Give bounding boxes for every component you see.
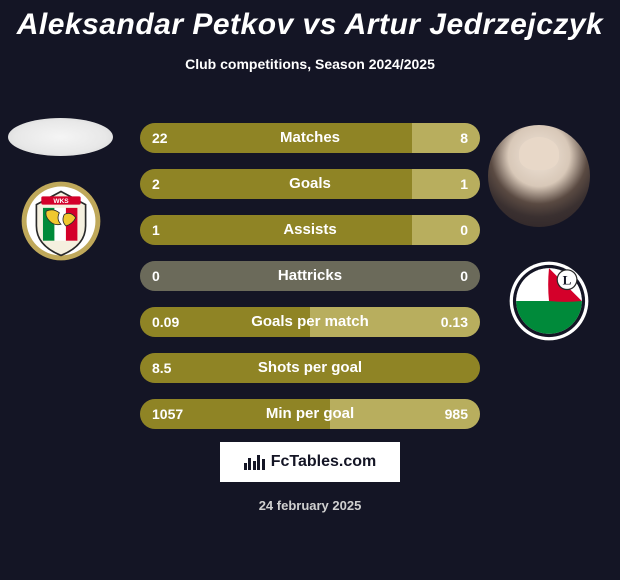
stat-label: Min per goal: [140, 399, 480, 429]
stat-row: 21Goals: [140, 169, 480, 199]
stat-label: Goals per match: [140, 307, 480, 337]
player2-avatar: [488, 125, 590, 227]
player2-club-crest: L: [508, 260, 590, 342]
stat-row: 1057985Min per goal: [140, 399, 480, 429]
subtitle: Club competitions, Season 2024/2025: [0, 56, 620, 72]
page-title: Aleksandar Petkov vs Artur Jedrzejczyk: [0, 0, 620, 42]
stat-label: Hattricks: [140, 261, 480, 291]
stats-container: 228Matches 21Goals 10Assists 00Hattricks 0.0…: [140, 123, 480, 445]
stat-row: 10Assists: [140, 215, 480, 245]
stat-label: Goals: [140, 169, 480, 199]
chart-icon: [244, 455, 265, 470]
brand-badge: FcTables.com: [220, 442, 400, 482]
brand-text: FcTables.com: [271, 453, 377, 471]
player1-club-crest: WKS: [20, 180, 102, 262]
svg-text:L: L: [563, 273, 572, 288]
stat-label: Matches: [140, 123, 480, 153]
stat-row: 0.090.13Goals per match: [140, 307, 480, 337]
stat-label: Assists: [140, 215, 480, 245]
stat-row: 228Matches: [140, 123, 480, 153]
stat-label: Shots per goal: [140, 353, 480, 383]
stat-row: 8.5Shots per goal: [140, 353, 480, 383]
date-label: 24 february 2025: [0, 498, 620, 513]
player1-avatar: [8, 118, 113, 156]
stat-row: 00Hattricks: [140, 261, 480, 291]
svg-text:WKS: WKS: [53, 198, 69, 205]
